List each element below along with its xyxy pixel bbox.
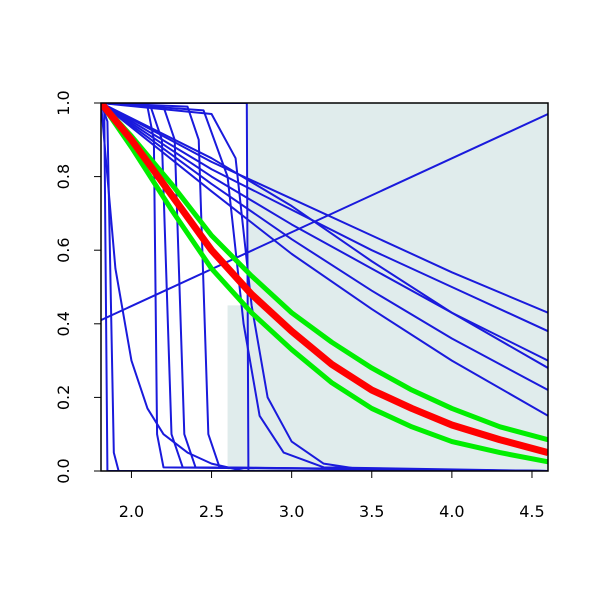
curve <box>101 103 548 417</box>
x-tick-label: 4.5 <box>519 502 544 521</box>
x-tick-label: 4.0 <box>439 502 464 521</box>
plot-box <box>100 102 549 472</box>
plot-area <box>101 103 548 471</box>
curve <box>101 103 548 456</box>
y-tick-label: 0.8 <box>54 164 73 189</box>
curve <box>101 103 548 333</box>
curve <box>101 103 548 443</box>
x-tick-label: 2.5 <box>199 502 224 521</box>
y-tick-label: 0.2 <box>54 385 73 410</box>
x-tick-label: 3.5 <box>359 502 384 521</box>
shaded-region <box>227 103 548 471</box>
curve <box>101 103 548 465</box>
y-tick-label: 0.4 <box>54 311 73 336</box>
curve <box>101 103 548 314</box>
x-tick-label: 3.0 <box>279 502 304 521</box>
curve <box>101 103 548 471</box>
curve <box>101 113 548 322</box>
y-tick-label: 0.6 <box>54 237 73 262</box>
curve <box>101 103 548 471</box>
curve <box>101 103 548 471</box>
x-tick-label: 2.0 <box>119 502 144 521</box>
curve <box>101 103 548 471</box>
y-tick-label: 0.0 <box>54 458 73 483</box>
curve <box>101 103 548 362</box>
y-tick-label: 1.0 <box>54 90 73 115</box>
curve <box>101 103 548 391</box>
curve <box>101 103 548 471</box>
curve <box>101 103 548 369</box>
